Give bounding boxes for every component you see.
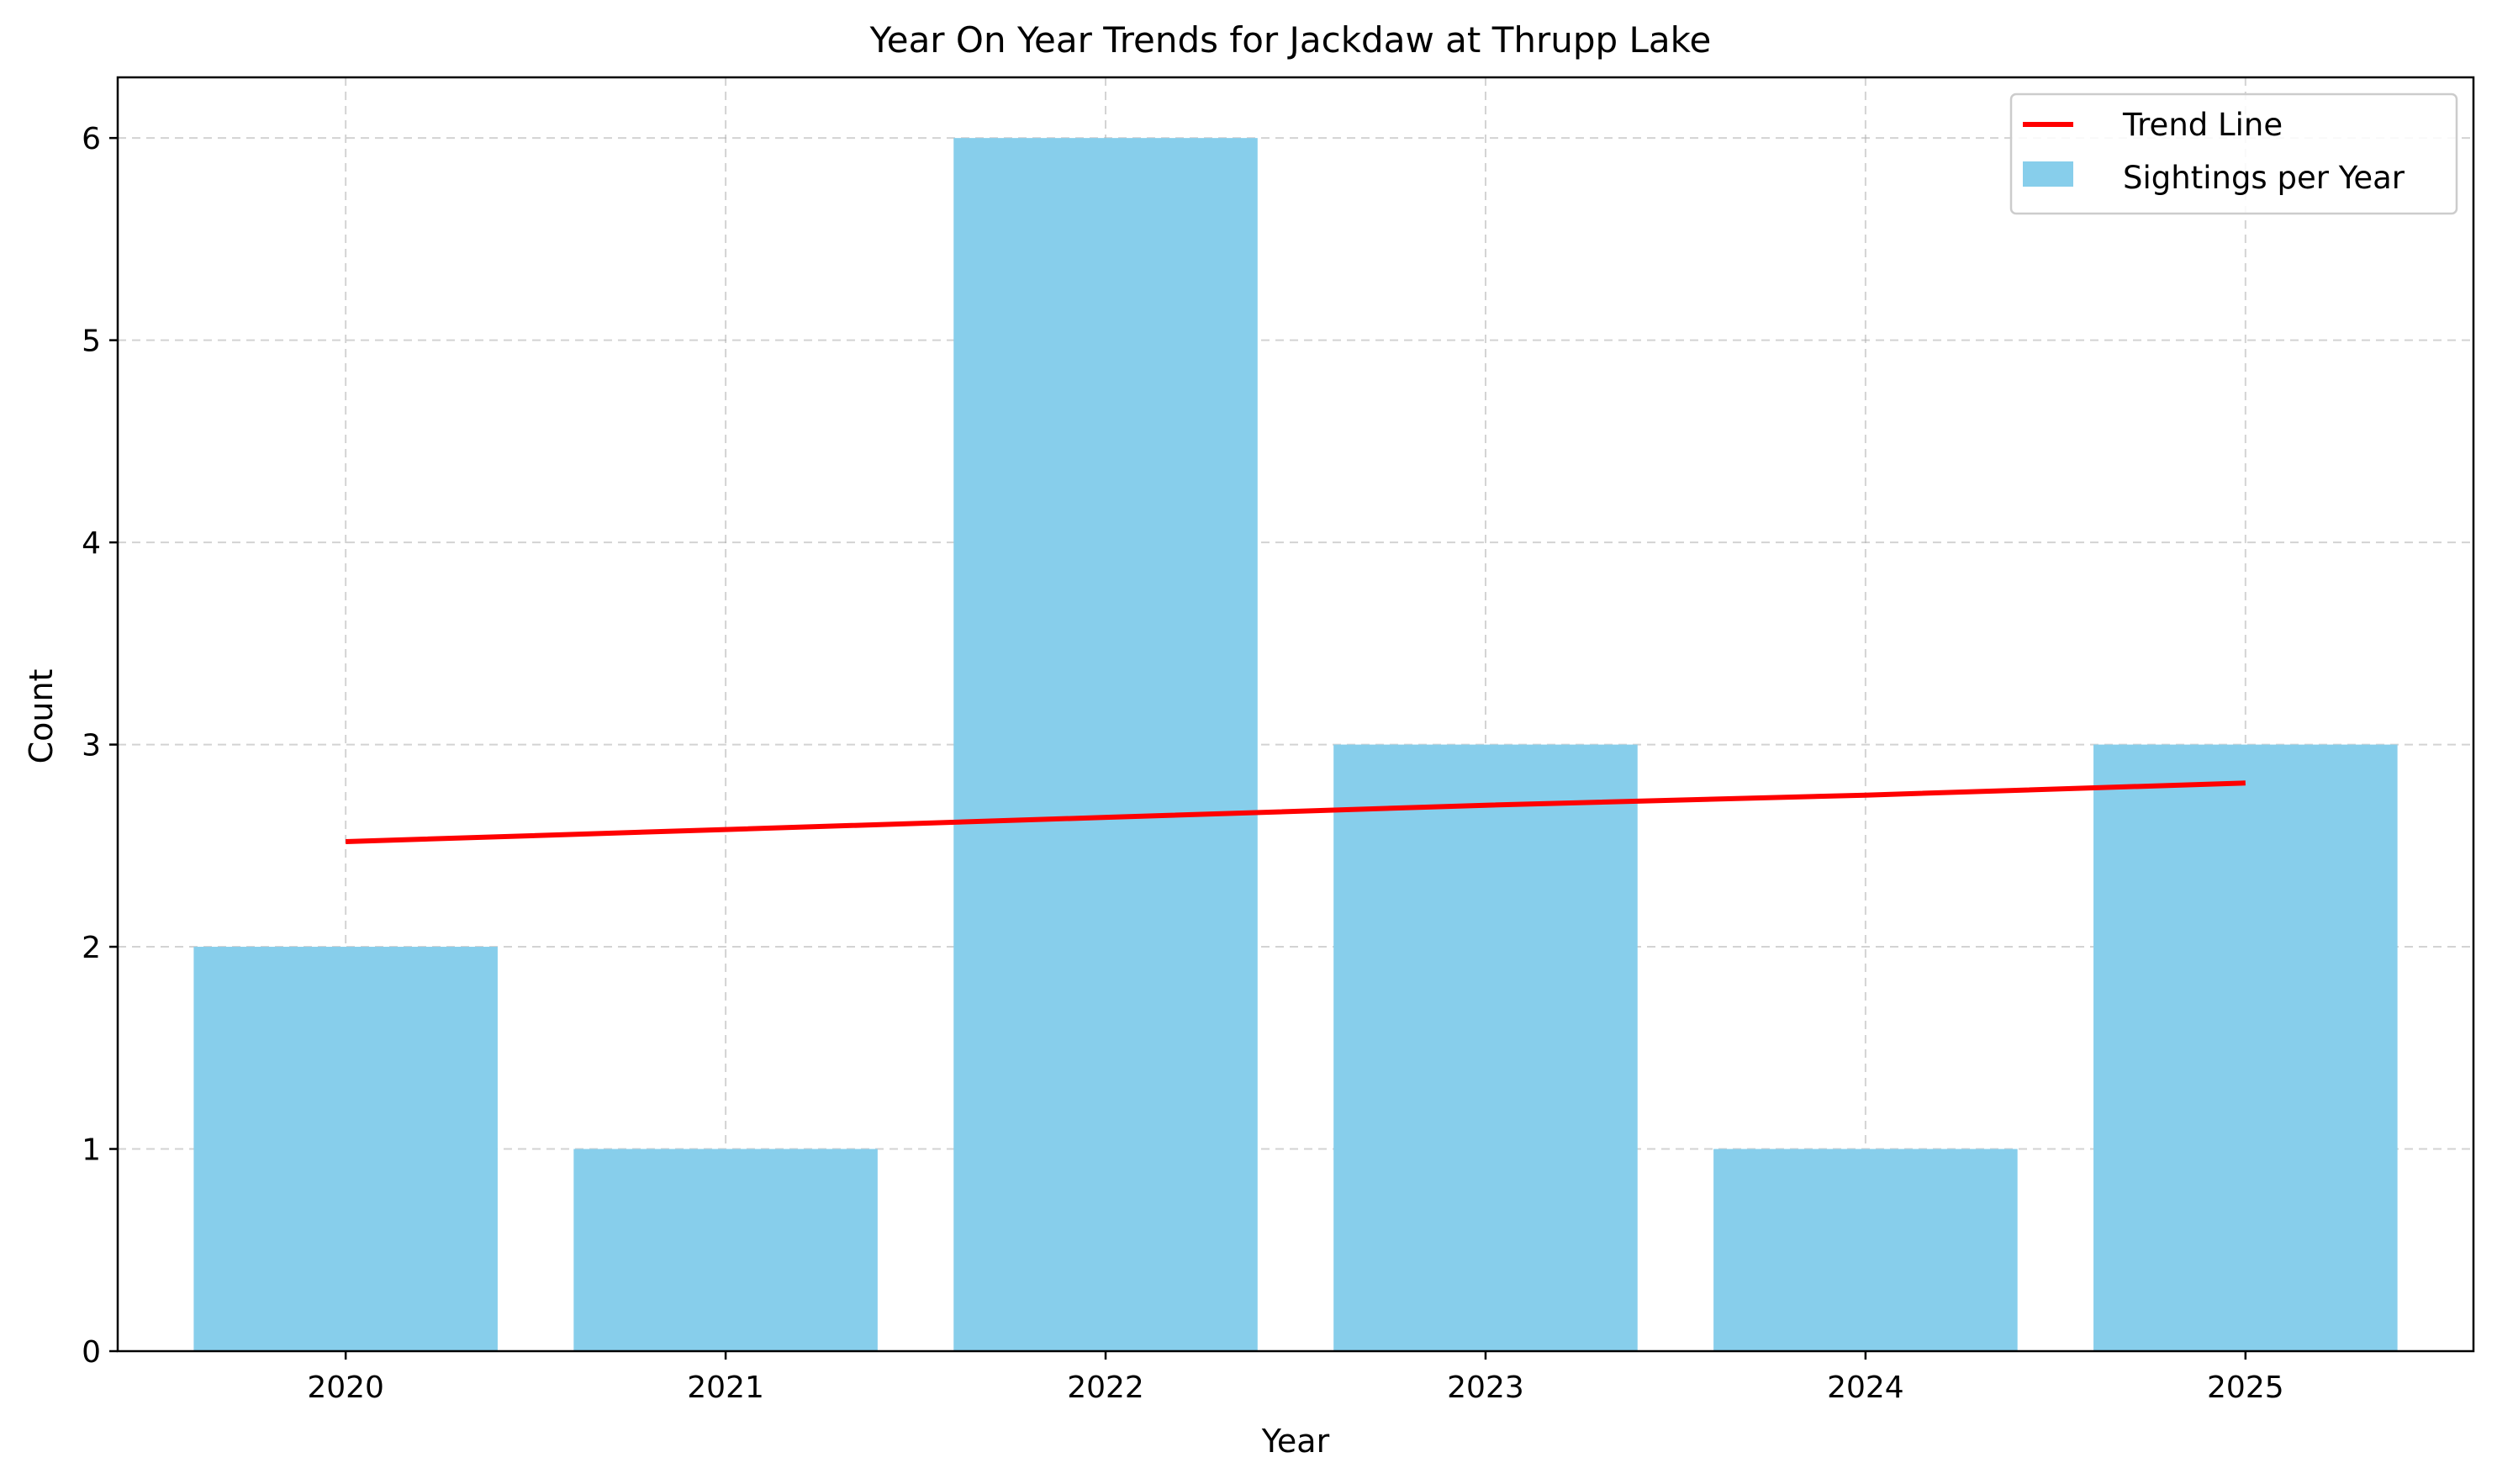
bar-2024 (1713, 1149, 2018, 1351)
x-axis-ticks: 2020 2021 2022 2023 2024 2025 (307, 1351, 2284, 1405)
axes (116, 76, 2475, 1353)
bar-2025 (2093, 744, 2398, 1351)
x-tick-label: 2024 (1827, 1370, 1904, 1405)
bar-2022 (953, 138, 1258, 1352)
legend-label-sightings: Sightings per Year (2123, 160, 2405, 196)
bar-2021 (573, 1149, 878, 1351)
bar-2020 (193, 947, 498, 1351)
y-tick-label: 1 (82, 1133, 101, 1168)
legend: Trend Line Sightings per Year (2009, 92, 2458, 215)
y-tick-label: 2 (82, 931, 101, 965)
legend-frame (2009, 92, 2458, 215)
x-tick-label: 2023 (1447, 1370, 1524, 1405)
legend-swatch-sightings (2023, 161, 2073, 187)
bar-2023 (1333, 744, 1638, 1351)
plot-frame (116, 76, 2475, 1353)
trend-line (346, 780, 2246, 844)
y-tick-label: 3 (82, 729, 101, 763)
y-tick-label: 0 (82, 1335, 101, 1370)
x-tick-label: 2022 (1067, 1370, 1144, 1405)
legend-label-trend-line: Trend Line (2122, 107, 2283, 143)
bar-layer (193, 138, 2398, 1352)
y-tick-label: 6 (82, 122, 101, 156)
x-tick-label: 2025 (2207, 1370, 2284, 1405)
y-tick-label: 5 (82, 325, 101, 359)
x-tick-label: 2021 (687, 1370, 764, 1405)
trend-line-layer (346, 780, 2246, 844)
x-tick-label: 2020 (307, 1370, 384, 1405)
y-axis-label: Count (23, 669, 60, 764)
y-tick-label: 4 (82, 526, 101, 561)
chart-title: Year On Year Trends for Jackdaw at Thrup… (869, 19, 1712, 61)
y-axis-ticks: 0 1 2 3 4 5 6 (82, 122, 118, 1370)
x-axis-label: Year (1261, 1423, 1330, 1460)
